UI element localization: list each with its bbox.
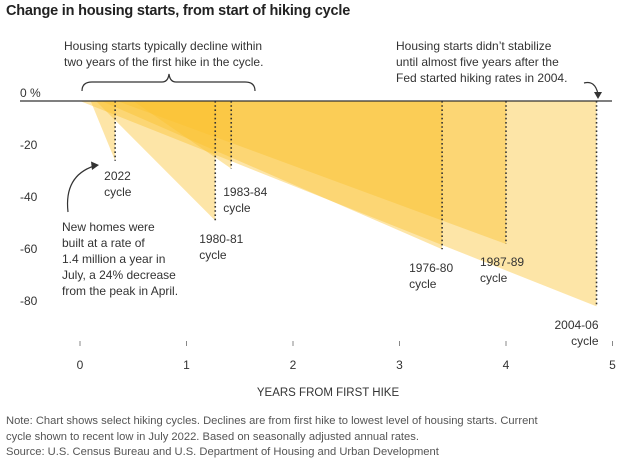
cycle-leader-lines — [114, 101, 598, 307]
y-tick-label: -40 — [20, 190, 38, 204]
y-tick-label: 0 % — [20, 86, 41, 100]
axis-layer — [20, 100, 613, 346]
cycle-label-line: 1976-80 — [409, 261, 453, 275]
cycle-label-line: cycle — [223, 201, 251, 215]
x-tick-label: 1 — [183, 358, 190, 372]
x-tick-label: 5 — [609, 358, 616, 372]
label-1980-81-cycle: 1980-81 cycle — [199, 232, 243, 262]
label-1976-80-cycle: 1976-80 cycle — [409, 261, 453, 291]
annotations: Housing starts typically decline within t… — [62, 39, 602, 298]
annotation-new-homes: New homes were built at a rate of 1.4 mill… — [62, 220, 178, 298]
new-homes-arrowhead — [91, 161, 99, 170]
new-homes-arrow — [66, 165, 95, 213]
area-1987-89-cycle — [117, 101, 507, 244]
area-2022-cycle — [90, 101, 116, 161]
area-1983-84-cycle — [133, 101, 232, 169]
annotation-line: New homes were — [62, 220, 155, 234]
label-1983-84-cycle: 1983-84 cycle — [223, 185, 267, 215]
footnote-line-3: Source: U.S. Census Bureau and U.S. Depa… — [6, 446, 439, 458]
y-tick-labels: 0 % -20 -40 -60 -80 — [20, 86, 41, 308]
cycle-label-line: cycle — [409, 277, 437, 291]
area-1976-80-cycle — [101, 101, 443, 250]
y-tick-label: -80 — [20, 294, 38, 308]
annotation-line: Fed started hiking rates in 2004. — [396, 71, 567, 85]
x-tick-label: 3 — [396, 358, 403, 372]
x-tick-label: 0 — [77, 358, 84, 372]
y-tick-label: -20 — [20, 138, 38, 152]
y-tick-label: -60 — [20, 242, 38, 256]
cycle-label-line: 1983-84 — [223, 185, 267, 199]
annotation-line: Housing starts typically decline within — [64, 39, 262, 53]
annotation-five-years: Housing starts didn’t stabilize until alm… — [396, 39, 567, 85]
x-tick-labels: 0 1 2 3 4 5 — [77, 358, 617, 372]
cycle-label-line: 2022 — [104, 169, 131, 183]
label-1987-89-cycle: 1987-89 cycle — [480, 255, 524, 285]
annotation-line: July, a 24% decrease — [62, 268, 176, 282]
cycle-labels: 2004-06cycle1976-80cycle1987-89cycle1980… — [104, 169, 599, 348]
annotation-line: 1.4 million a year in — [62, 252, 165, 266]
annotation-two-years: Housing starts typically decline within t… — [64, 39, 263, 69]
annotation-line: from the peak in April. — [62, 284, 178, 298]
cycle-label-line: cycle — [480, 271, 508, 285]
annotation-line: until almost five years after the — [396, 55, 559, 69]
cycle-label-line: 1980-81 — [199, 232, 243, 246]
two-years-bracket — [81, 73, 256, 92]
annotation-line: two years of the first hike in the cycle… — [64, 55, 263, 69]
cycle-label-line: cycle — [104, 185, 132, 199]
label-2022-cycle: 2022 cycle — [104, 169, 132, 199]
five-years-arrowhead — [594, 92, 602, 99]
x-axis-title: YEARS FROM FIRST HIKE — [257, 387, 400, 399]
x-tick-label: 2 — [290, 358, 297, 372]
footnote-line-1: Note: Chart shows select hiking cycles. … — [6, 415, 538, 427]
footnote: Note: Chart shows select hiking cycles. … — [6, 414, 618, 461]
cycle-label-line: 2004-06 — [554, 318, 598, 332]
label-2004-06-cycle: 2004-06 cycle — [554, 318, 598, 348]
cycle-label-line: cycle — [571, 334, 599, 348]
footnote-line-2: cycle shown to recent low in July 2022. … — [6, 430, 419, 443]
area-2004-06-cycle — [80, 101, 597, 307]
cycle-label-line: cycle — [199, 248, 227, 262]
five-years-arrow — [583, 81, 599, 95]
cycle-areas — [80, 101, 597, 307]
annotation-line: built at a rate of — [62, 236, 145, 250]
x-tick-label: 4 — [503, 358, 510, 372]
cycle-label-line: 1987-89 — [480, 255, 524, 269]
area-1980-81-cycle — [95, 101, 216, 221]
chart-title: Change in housing starts, from start of … — [6, 3, 351, 19]
annotation-line: Housing starts didn’t stabilize — [396, 39, 552, 53]
